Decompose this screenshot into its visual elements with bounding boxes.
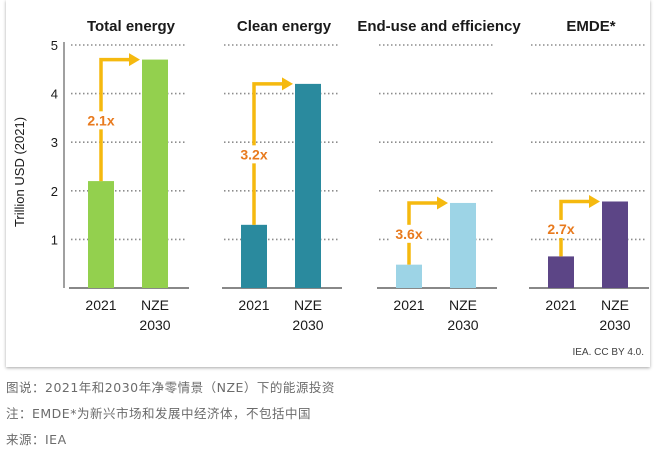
x-tick-label: 2021 — [393, 297, 424, 313]
multiplier-backdrop — [83, 111, 119, 130]
y-tick-label: 5 — [51, 38, 58, 53]
chart-frame: Trillion USD (2021) 1 2 3 4 5 Total energy 2021… — [6, 0, 650, 367]
bar — [450, 202, 476, 288]
panel-title: EMDE* — [566, 18, 615, 35]
bar — [88, 181, 114, 288]
source-note: IEA. CC BY 4.0. — [572, 347, 644, 358]
growth-arrow — [99, 57, 131, 182]
multiplier-label: 3.2x — [240, 146, 267, 162]
x-tick-label: 2030 — [599, 317, 630, 333]
x-tick-label: 2021 — [545, 297, 576, 313]
growth-arrow-head — [437, 196, 448, 210]
caption-note: 注：EMDE*为新兴市场和发展中经济体，不包括中国 — [6, 406, 311, 421]
y-tick-label: 4 — [51, 87, 58, 102]
bar — [295, 83, 321, 288]
x-tick-label: NZE — [449, 297, 477, 313]
x-tick-label: NZE — [601, 297, 629, 313]
energy-investment-chart: Trillion USD (2021) 1 2 3 4 5 Total energy 2021… — [12, 18, 649, 358]
bar — [241, 224, 267, 288]
y-tick-label: 3 — [51, 135, 58, 150]
bar — [602, 201, 628, 288]
multiplier-label: 2.1x — [87, 112, 114, 128]
x-tick-label: 2030 — [447, 317, 478, 333]
growth-arrow-head — [282, 77, 293, 91]
y-tick-label: 2 — [51, 184, 58, 199]
x-tick-label: 2030 — [292, 317, 323, 333]
growth-arrow-head — [129, 53, 140, 67]
x-tick-label: 2021 — [238, 297, 269, 313]
multiplier-label: 3.6x — [395, 226, 422, 242]
bar — [396, 264, 422, 288]
multiplier-backdrop — [543, 219, 579, 238]
growth-arrow-head — [589, 194, 600, 208]
bar — [548, 256, 574, 288]
x-tick-label: 2030 — [139, 317, 170, 333]
panel-title: End-use and efficiency — [357, 18, 521, 35]
caption-source: 来源：IEA — [6, 432, 67, 447]
caption-figure-description: 图说：2021年和2030年净零情景（NZE）下的能源投资 — [6, 380, 335, 395]
growth-arrow — [559, 199, 591, 257]
x-tick-label: 2021 — [85, 297, 116, 313]
x-tick-label: NZE — [141, 297, 169, 313]
multiplier-backdrop — [391, 224, 427, 243]
panel-title: Clean energy — [237, 18, 332, 35]
panel-title: Total energy — [87, 18, 176, 35]
x-tick-label: NZE — [294, 297, 322, 313]
growth-arrow — [252, 82, 284, 225]
y-tick-label: 1 — [51, 232, 58, 247]
bar — [142, 59, 168, 288]
growth-arrow — [407, 201, 439, 265]
multiplier-backdrop — [236, 145, 272, 164]
y-axis-title: Trillion USD (2021) — [12, 117, 27, 227]
multiplier-label: 2.7x — [547, 221, 574, 237]
